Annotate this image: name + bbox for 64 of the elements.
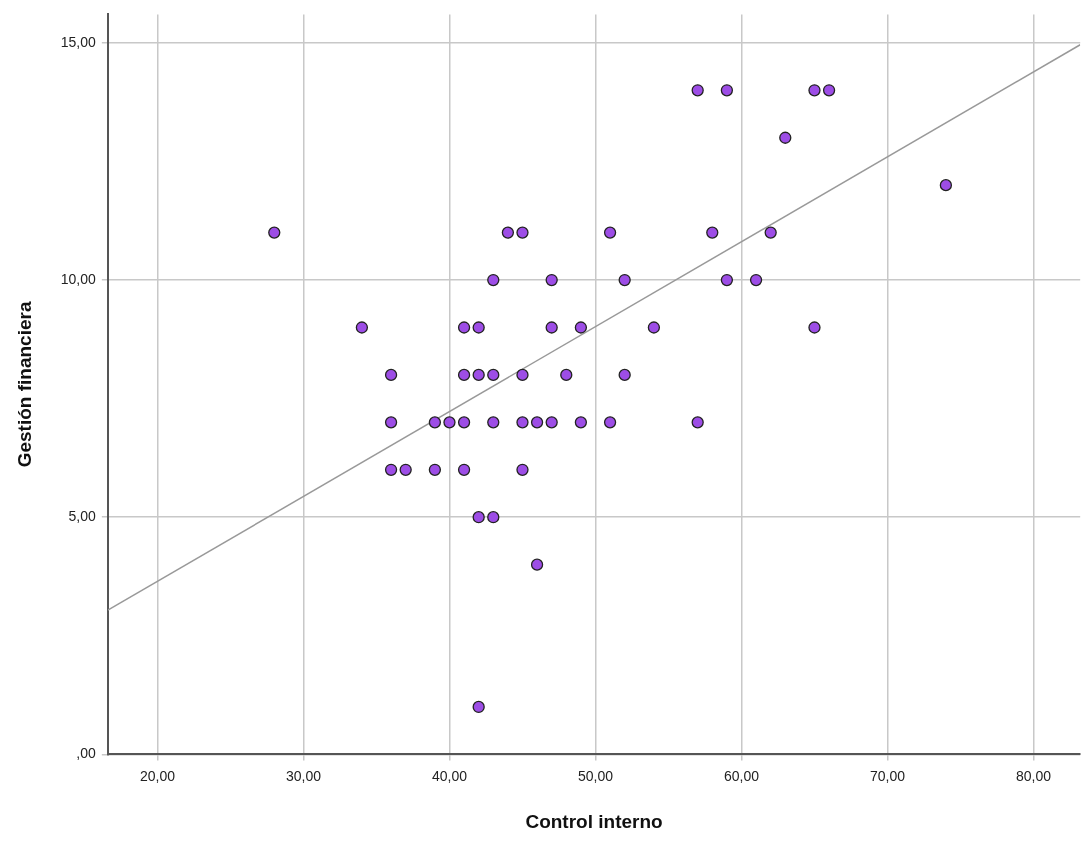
point	[822, 84, 836, 97]
point	[545, 321, 558, 334]
point	[720, 273, 734, 287]
y-tick-label: ,00	[76, 745, 97, 762]
point	[268, 226, 281, 239]
point	[647, 321, 661, 334]
point	[384, 416, 398, 429]
y-tick-label: 5,00	[68, 508, 97, 525]
point	[487, 273, 500, 287]
point	[501, 226, 515, 239]
x-tick-label: 40,00	[431, 767, 468, 784]
point	[808, 84, 821, 97]
x-tick-label: 80,00	[1015, 767, 1052, 784]
point	[720, 84, 734, 97]
point	[618, 273, 631, 287]
point	[428, 463, 442, 476]
point	[574, 416, 588, 429]
y-tick-label: 15,00	[60, 33, 97, 50]
point	[457, 368, 471, 382]
point	[516, 463, 529, 476]
point	[355, 321, 369, 334]
point	[472, 368, 485, 382]
x-tick-label: 70,00	[869, 767, 906, 784]
point	[530, 558, 544, 571]
point	[545, 273, 558, 287]
point	[384, 368, 398, 382]
point	[749, 273, 763, 287]
point	[516, 416, 529, 429]
x-axis-title: Control interno	[525, 810, 663, 832]
x-tick-label: 50,00	[577, 767, 614, 784]
point	[399, 463, 412, 476]
y-tick-label: 10,00	[60, 270, 97, 287]
point	[691, 84, 704, 97]
point	[939, 179, 953, 192]
point	[457, 321, 471, 334]
point	[808, 321, 821, 334]
point	[384, 463, 398, 476]
point	[530, 416, 544, 429]
point	[574, 321, 588, 334]
point	[472, 700, 485, 714]
point	[472, 511, 485, 524]
point	[457, 416, 471, 429]
x-tick-label: 60,00	[723, 767, 760, 784]
point	[603, 226, 617, 239]
point	[428, 416, 442, 429]
y-axis-title: Gestión financiera	[13, 301, 35, 468]
point	[516, 368, 529, 382]
point	[487, 511, 500, 524]
point	[706, 226, 719, 239]
point	[457, 463, 471, 476]
point	[472, 321, 485, 334]
point	[545, 416, 558, 429]
x-tick-label: 20,00	[139, 767, 176, 784]
point	[764, 226, 777, 239]
point	[691, 416, 704, 429]
point	[487, 368, 500, 382]
point	[487, 416, 500, 429]
x-tick-label: 30,00	[285, 767, 322, 784]
point	[603, 416, 617, 429]
point	[779, 131, 792, 144]
point	[516, 226, 529, 239]
point	[443, 416, 456, 429]
point	[560, 368, 573, 382]
point	[618, 368, 631, 382]
